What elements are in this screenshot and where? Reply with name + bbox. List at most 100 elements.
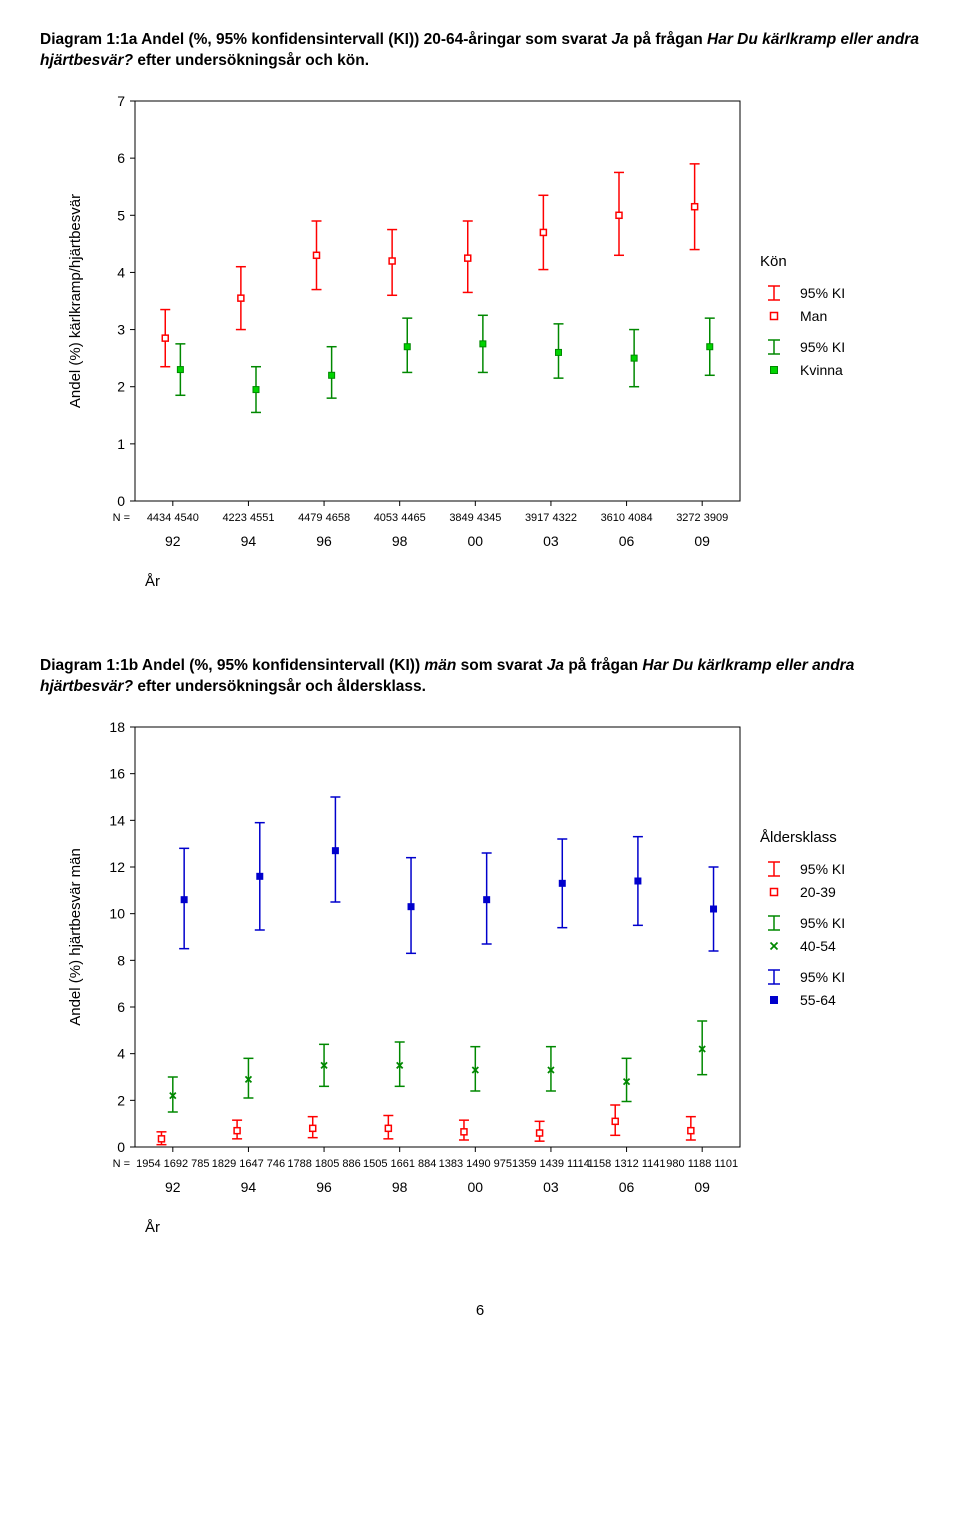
marker-55-64 — [181, 896, 187, 902]
marker-Kvinna — [329, 372, 335, 378]
y-tick-label: 14 — [109, 812, 125, 828]
n-label: 3917 4322 — [525, 512, 577, 524]
marker-20-39 — [461, 1129, 467, 1135]
marker-55-64 — [771, 996, 778, 1003]
x-tick-label: 92 — [165, 533, 181, 549]
x-tick-label: 96 — [316, 533, 332, 549]
marker-55-64 — [559, 880, 565, 886]
x-tick-label: 03 — [543, 1179, 559, 1195]
marker-Man — [238, 295, 244, 301]
x-tick-label: 06 — [619, 1179, 635, 1195]
n-label: 1359 1439 1114 — [512, 1158, 590, 1170]
y-tick-label: 4 — [117, 1045, 125, 1061]
y-tick-label: 0 — [117, 1139, 125, 1155]
page-number: 6 — [40, 1302, 920, 1319]
chart-b: 0246810121416189294969800030609N =1954 1… — [40, 712, 920, 1262]
caption-b: Diagram 1:1b Andel (%, 95% konfidensinte… — [40, 656, 920, 698]
x-tick-label: 09 — [694, 533, 710, 549]
y-tick-label: 6 — [117, 150, 125, 166]
n-prefix: N = — [113, 512, 130, 524]
x-tick-label: 06 — [619, 533, 635, 549]
marker-20-39 — [234, 1127, 240, 1133]
marker-20-39 — [537, 1130, 543, 1136]
marker-Man — [540, 229, 546, 235]
marker-Man — [389, 258, 395, 264]
n-label: 1954 1692 785 — [136, 1158, 209, 1170]
n-label: 1788 1805 886 — [287, 1158, 360, 1170]
legend-item-ki: 95% KI — [800, 969, 845, 985]
y-tick-label: 5 — [117, 207, 125, 223]
legend-title: Åldersklass — [760, 829, 837, 846]
n-label: 1158 1312 1141 — [588, 1158, 666, 1170]
legend-item-Kvinna: Kvinna — [800, 362, 843, 378]
marker-Kvinna — [404, 344, 410, 350]
marker-20-39 — [612, 1118, 618, 1124]
marker-55-64 — [484, 896, 490, 902]
marker-55-64 — [408, 903, 414, 909]
n-label: 980 1188 1101 — [666, 1158, 738, 1170]
marker-55-64 — [635, 878, 641, 884]
legend-item-55-64: 55-64 — [800, 992, 836, 1008]
marker-Kvinna — [253, 386, 259, 392]
x-tick-label: 98 — [392, 1179, 408, 1195]
marker-20-39 — [771, 888, 778, 895]
legend-item-40-54: 40-54 — [800, 938, 836, 954]
x-tick-label: 96 — [316, 1179, 332, 1195]
legend-item-Man: Man — [800, 308, 827, 324]
y-tick-label: 4 — [117, 264, 125, 280]
chart-a: 0 1 2 3 4 5 6 7 92 94 96 98 00 03 06 09 N = 4434 4540 4223… — [40, 86, 920, 616]
marker-Kvinna — [771, 366, 778, 373]
legend-title: Kön — [760, 253, 787, 270]
marker-20-39 — [310, 1125, 316, 1131]
y-tick-label: 1 — [117, 436, 125, 452]
n-label: 1383 1490 975 — [439, 1158, 512, 1170]
legend-item-ki: 95% KI — [800, 285, 845, 301]
caption-a: Diagram 1:1a Andel (%, 95% konfidensinte… — [40, 30, 920, 72]
marker-Man — [692, 204, 698, 210]
n-label: 3610 4084 — [601, 512, 653, 524]
marker-Kvinna — [556, 349, 562, 355]
y-tick-label: 7 — [117, 93, 125, 109]
y-axis-title: Andel (%) hjärtbesvär män — [67, 848, 84, 1026]
y-axis-title: Andel (%) kärlkramp/hjärtbesvär — [67, 194, 84, 408]
marker-Man — [616, 212, 622, 218]
n-prefix: N = — [113, 1158, 130, 1170]
marker-Kvinna — [177, 366, 183, 372]
legend-item-20-39: 20-39 — [800, 884, 836, 900]
marker-20-39 — [385, 1125, 391, 1131]
x-tick-label: 03 — [543, 533, 559, 549]
y-tick-label: 10 — [109, 905, 125, 921]
n-label: 4479 4658 — [298, 512, 350, 524]
y-tick-label: 2 — [117, 1092, 125, 1108]
y-tick-label: 8 — [117, 952, 125, 968]
x-tick-label: 09 — [694, 1179, 710, 1195]
marker-Man — [771, 312, 778, 319]
n-label: 4434 4540 — [147, 512, 199, 524]
y-tick-label: 18 — [109, 719, 125, 735]
x-tick-label: 94 — [241, 533, 257, 549]
x-tick-label: 94 — [241, 1179, 257, 1195]
marker-Man — [162, 335, 168, 341]
legend-item-ki: 95% KI — [800, 339, 845, 355]
x-axis-title: År — [145, 573, 160, 590]
y-tick-label: 3 — [117, 321, 125, 337]
x-tick-label: 98 — [392, 533, 408, 549]
y-tick-label: 0 — [117, 493, 125, 509]
x-axis-title: År — [145, 1219, 160, 1236]
legend-item-ki: 95% KI — [800, 861, 845, 877]
plot-frame — [135, 727, 740, 1147]
marker-Kvinna — [707, 344, 713, 350]
marker-20-39 — [158, 1136, 164, 1142]
marker-Man — [314, 252, 320, 258]
x-tick-label: 00 — [468, 533, 484, 549]
x-tick-label: 00 — [468, 1179, 484, 1195]
x-tick-label: 92 — [165, 1179, 181, 1195]
marker-Kvinna — [631, 355, 637, 361]
n-label: 1829 1647 746 — [212, 1158, 285, 1170]
marker-20-39 — [688, 1127, 694, 1133]
legend-item-ki: 95% KI — [800, 915, 845, 931]
marker-55-64 — [332, 847, 338, 853]
marker-Man — [465, 255, 471, 261]
n-label: 4223 4551 — [222, 512, 274, 524]
y-tick-label: 2 — [117, 379, 125, 395]
